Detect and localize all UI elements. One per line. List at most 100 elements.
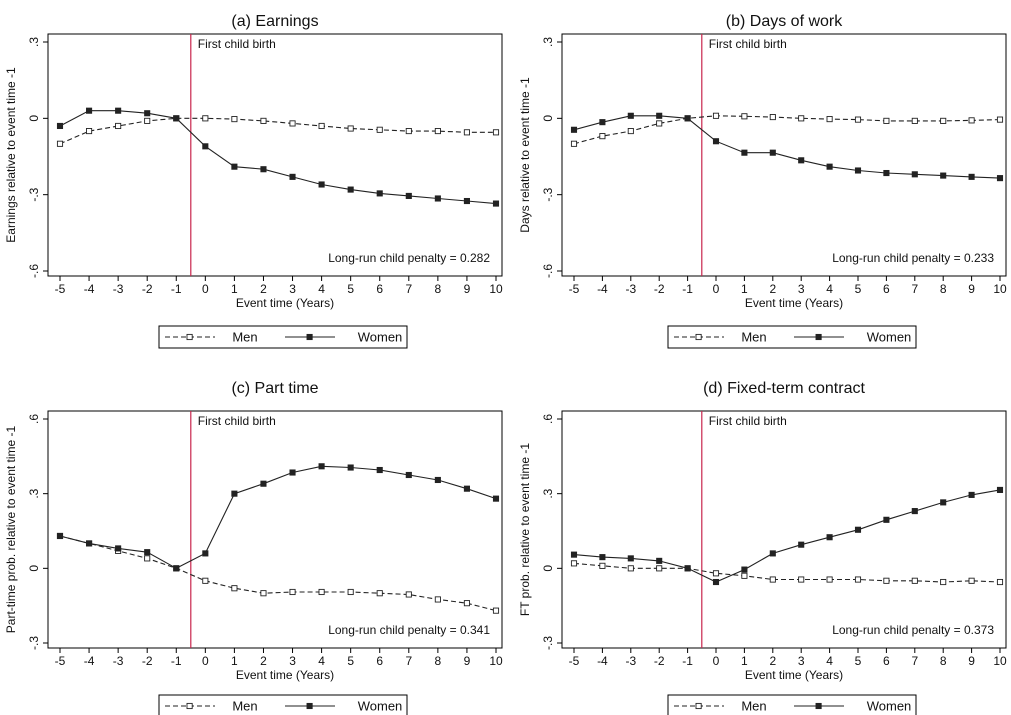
penalty-annotation: Long-run child penalty = 0.341: [328, 623, 490, 637]
data-point-women: [911, 171, 918, 178]
data-point-men: [463, 600, 470, 607]
data-point-women: [599, 554, 606, 561]
x-tick-label: 2: [769, 282, 776, 296]
data-point-women: [741, 566, 748, 573]
data-point-men: [434, 596, 441, 603]
event-label: First child birth: [198, 414, 276, 428]
legend-label-men: Men: [232, 699, 257, 714]
x-axis-label: Event time (Years): [745, 668, 843, 682]
x-tick-label: 5: [347, 654, 354, 668]
data-point-women: [996, 486, 1004, 493]
data-point-women: [627, 112, 634, 119]
y-tick-label: -.3: [541, 187, 555, 201]
x-tick-label: -3: [113, 282, 124, 296]
x-tick-label: 10: [993, 282, 1007, 296]
series-line-men: [573, 562, 1001, 583]
legend-box: [158, 694, 408, 715]
x-tick-label: 1: [231, 282, 238, 296]
plot-frame: [47, 410, 503, 649]
legend-marker-men: [186, 702, 193, 710]
data-point-women: [434, 476, 441, 484]
x-tick-label: -1: [171, 654, 182, 668]
x-tick-label: -2: [654, 654, 665, 668]
x-tick-label: 8: [435, 654, 442, 668]
x-axis-label: Event time (Years): [745, 296, 843, 310]
data-point-women: [854, 167, 862, 174]
data-point-men: [405, 128, 412, 135]
data-point-men: [289, 588, 296, 596]
x-tick-label: 9: [464, 654, 471, 668]
data-point-women: [434, 195, 441, 202]
data-point-women: [769, 149, 776, 156]
penalty-annotation: Long-run child penalty = 0.282: [328, 251, 490, 265]
data-point-men: [627, 128, 634, 135]
legend: Men Women: [158, 694, 408, 715]
data-point-women: [115, 107, 122, 114]
y-tick-label: 0: [541, 565, 555, 572]
data-point-women: [826, 534, 833, 541]
legend: Men Women: [667, 694, 917, 715]
x-tick-label: 0: [202, 282, 209, 296]
x-tick-label: 1: [741, 654, 748, 668]
x-tick-label: 1: [231, 654, 238, 668]
series-line-women: [59, 465, 497, 569]
chart-title: (d) Fixed-term contract: [703, 380, 865, 397]
x-tick-label: 4: [826, 654, 833, 668]
x-tick-label: 7: [911, 654, 918, 668]
legend: Men Women: [667, 325, 917, 349]
x-tick-label: -3: [625, 654, 636, 668]
data-point-men: [376, 590, 383, 597]
x-tick-label: 4: [318, 654, 325, 668]
data-point-men: [599, 133, 606, 140]
y-axis-label: FT prob. relative to event time -1: [518, 443, 532, 617]
data-point-men: [260, 590, 267, 597]
x-axis-label: Event time (Years): [236, 668, 334, 682]
data-point-women: [656, 112, 663, 119]
data-point-women: [56, 532, 64, 540]
data-point-women: [202, 143, 209, 150]
data-point-women: [289, 173, 296, 180]
data-point-women: [260, 166, 267, 173]
data-point-men: [86, 128, 93, 135]
y-tick-label: .3: [27, 37, 41, 47]
x-tick-label: -4: [597, 282, 608, 296]
y-tick-label: 0: [27, 565, 41, 572]
x-tick-label: 3: [798, 654, 805, 668]
x-tick-label: 4: [826, 282, 833, 296]
legend-label-women: Women: [867, 330, 912, 345]
data-point-men: [115, 122, 122, 130]
data-point-men: [492, 129, 500, 136]
data-point-men: [599, 562, 606, 569]
y-tick-label: -.3: [27, 636, 41, 650]
data-point-women: [405, 192, 412, 199]
y-tick-label: .3: [541, 488, 555, 498]
data-point-women: [968, 491, 975, 498]
x-tick-label: -5: [569, 654, 580, 668]
x-tick-label: 8: [940, 282, 947, 296]
data-point-men: [231, 585, 238, 592]
data-point-women: [405, 471, 412, 479]
data-point-men: [656, 565, 663, 572]
data-point-men: [854, 576, 862, 583]
data-point-women: [144, 110, 151, 117]
data-point-women: [854, 526, 862, 533]
data-point-women: [318, 463, 325, 470]
data-point-men: [318, 588, 325, 596]
data-point-men: [798, 576, 805, 583]
data-point-women: [86, 540, 93, 547]
x-tick-label: 6: [376, 654, 383, 668]
data-point-women: [684, 115, 691, 122]
data-point-women: [684, 565, 691, 572]
x-tick-label: -1: [682, 282, 693, 296]
data-point-women: [769, 550, 776, 557]
data-point-men: [570, 140, 578, 147]
event-label: First child birth: [709, 414, 787, 428]
data-point-women: [656, 557, 663, 564]
legend-marker-women: [815, 333, 822, 341]
x-tick-label: 3: [798, 282, 805, 296]
x-tick-label: 0: [713, 654, 720, 668]
data-point-women: [826, 163, 833, 170]
data-point-women: [463, 197, 470, 205]
legend-marker-women: [306, 702, 313, 710]
chart-panel-1: (b) Days of work .3 0 -.3 -.6 Days relative t…: [518, 13, 1007, 349]
